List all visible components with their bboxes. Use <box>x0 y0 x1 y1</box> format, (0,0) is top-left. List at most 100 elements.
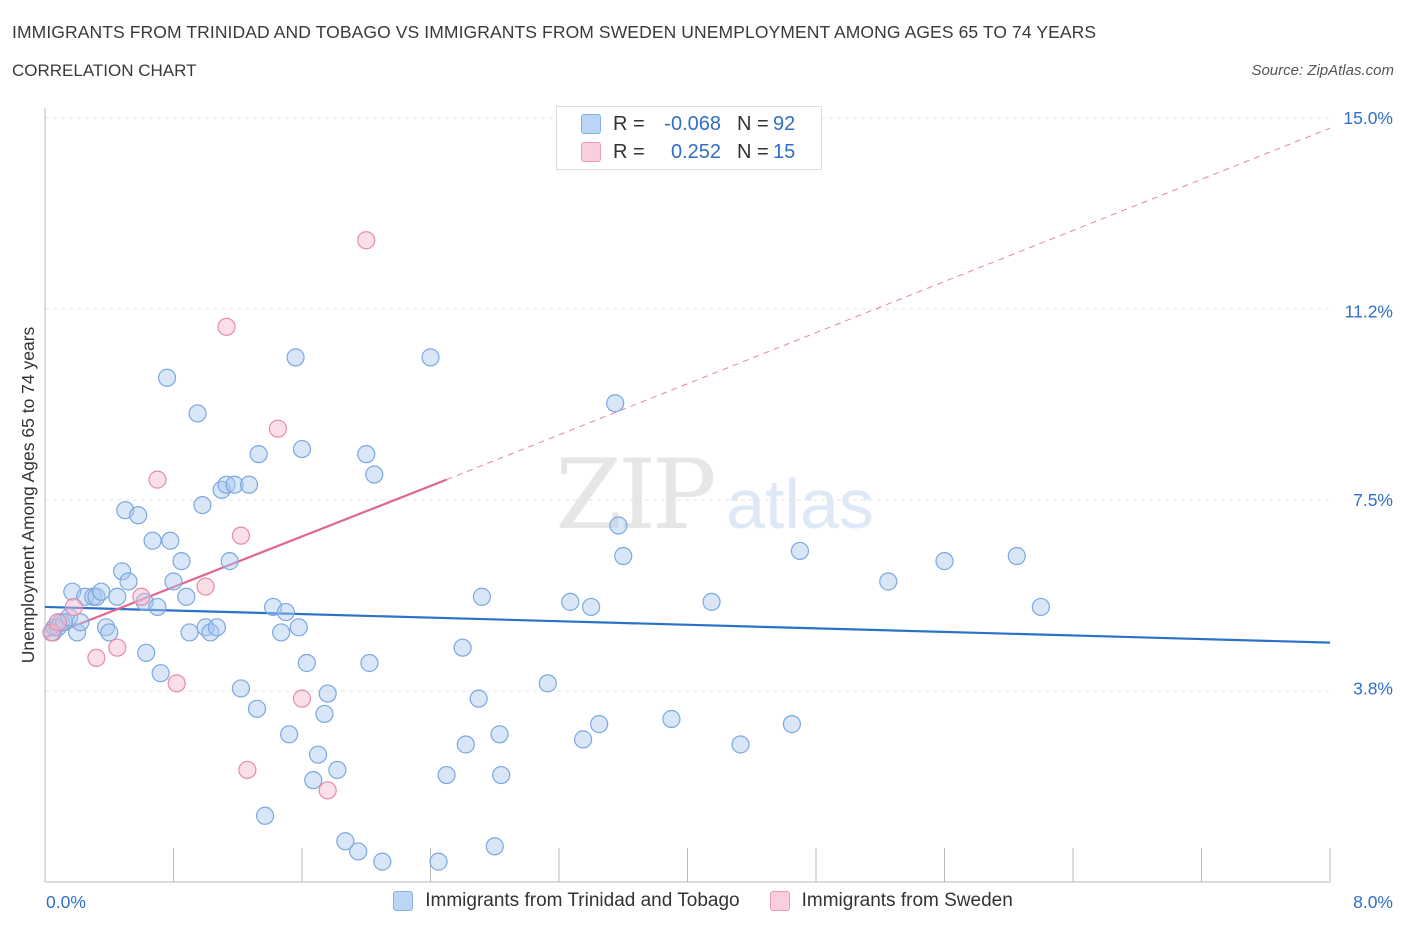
y-axis-label: Unemployment Among Ages 65 to 74 years <box>18 326 38 663</box>
point-trinidad <box>137 643 156 662</box>
series-legend-label: Immigrants from Sweden <box>801 890 1013 911</box>
point-trinidad <box>490 725 509 744</box>
point-trinidad <box>220 552 239 571</box>
point-trinidad <box>879 572 898 591</box>
point-sweden <box>87 648 106 667</box>
legend-n-value: 92 <box>773 112 796 135</box>
point-trinidad <box>360 653 379 673</box>
point-sweden <box>357 231 376 250</box>
point-trinidad <box>357 445 376 464</box>
point-trinidad <box>297 653 316 673</box>
legend-r-value: -0.068 <box>664 112 721 135</box>
correlation-legend: R = -0.068 N = 92 R = 0.252 N = 15 <box>556 106 822 170</box>
point-trinidad <box>328 760 347 780</box>
point-trinidad <box>108 587 127 606</box>
point-trinidad <box>92 582 111 601</box>
point-trinidad <box>935 552 954 571</box>
point-sweden <box>231 526 251 545</box>
source-credit: Source: ZipAtlas.com <box>1251 62 1394 79</box>
point-trinidad <box>662 709 681 729</box>
point-sweden <box>148 470 167 489</box>
trend-line <box>44 605 1331 644</box>
y-tick-label: 3.8% <box>1353 678 1393 698</box>
legend-swatch-trinidad <box>581 114 601 134</box>
point-trinidad <box>129 506 148 525</box>
point-trinidad <box>193 495 212 515</box>
point-trinidad <box>492 765 511 785</box>
point-sweden <box>318 781 337 800</box>
point-trinidad <box>318 684 337 703</box>
point-trinidad <box>538 674 557 693</box>
point-trinidad <box>177 587 196 606</box>
point-trinidad <box>292 439 312 459</box>
point-trinidad <box>87 587 106 606</box>
point-trinidad <box>373 852 392 871</box>
point-trinidad <box>164 572 183 591</box>
watermark-zip: ZIP <box>555 439 714 551</box>
point-trinidad <box>472 587 491 606</box>
legend-n-label: N = <box>737 112 769 135</box>
point-sweden <box>132 587 151 606</box>
trend-line-extension <box>446 127 1331 481</box>
point-trinidad <box>365 465 384 484</box>
point-trinidad <box>286 348 305 367</box>
point-trinidad <box>161 531 180 550</box>
point-trinidad <box>68 623 87 642</box>
point-trinidad <box>151 664 170 683</box>
x-tick-label: 0.0% <box>46 892 86 912</box>
point-trinidad <box>1007 546 1026 566</box>
point-sweden <box>108 638 127 657</box>
point-trinidad <box>157 368 177 387</box>
point-sweden <box>196 577 215 596</box>
point-sweden <box>238 760 257 780</box>
point-trinidad <box>349 842 368 861</box>
point-trinidad <box>561 592 580 611</box>
point-trinidad <box>55 613 74 632</box>
series-legend-sweden[interactable]: Immigrants from Sweden <box>769 890 1013 912</box>
point-trinidad <box>573 730 593 749</box>
point-trinidad <box>239 475 259 494</box>
point-sweden <box>217 317 236 336</box>
point-trinidad <box>143 531 162 550</box>
series-legend-trinidad[interactable]: Immigrants from Trinidad and Tobago <box>393 890 740 912</box>
point-trinidad <box>71 613 90 632</box>
point-trinidad <box>112 562 132 581</box>
point-trinidad <box>609 516 628 535</box>
y-tick-label: 7.5% <box>1353 490 1393 510</box>
point-trinidad <box>606 394 625 413</box>
point-trinidad <box>247 699 267 718</box>
point-trinidad <box>100 623 119 642</box>
legend-row-sweden: R = 0.252 N = 15 <box>581 140 795 164</box>
y-tick-label: 15.0% <box>1343 108 1393 128</box>
axes <box>44 108 1331 883</box>
legend-r-value: 0.252 <box>670 140 721 163</box>
x-tick-label: 8.0% <box>1353 892 1393 912</box>
point-trinidad <box>782 715 802 734</box>
point-sweden <box>42 623 61 642</box>
point-trinidad <box>614 546 633 566</box>
legend-n-label: N = <box>737 140 769 163</box>
legend-n-value: 15 <box>773 140 796 163</box>
chart-title: IMMIGRANTS FROM TRINIDAD AND TOBAGO VS I… <box>12 22 1097 42</box>
point-trinidad <box>456 735 475 754</box>
point-trinidad <box>1031 597 1050 617</box>
point-sweden <box>64 597 84 617</box>
legend-swatch-sweden <box>581 142 601 162</box>
point-trinidad <box>315 704 334 724</box>
legend-swatch-sweden <box>769 891 790 911</box>
point-trinidad <box>96 618 116 637</box>
point-sweden <box>268 419 288 438</box>
chart-subtitle: CORRELATION CHART <box>12 61 197 80</box>
watermark-atlas: atlas <box>726 465 874 543</box>
point-trinidad <box>582 597 601 617</box>
point-trinidad <box>336 832 355 851</box>
point-trinidad <box>255 806 275 825</box>
point-trinidad <box>421 348 440 367</box>
point-trinidad <box>59 608 79 627</box>
point-trinidad <box>207 618 226 637</box>
point-trinidad <box>308 745 328 764</box>
point-trinidad <box>429 852 448 871</box>
point-trinidad <box>188 404 207 423</box>
point-trinidad <box>453 638 472 657</box>
legend-swatch-trinidad <box>393 891 414 911</box>
